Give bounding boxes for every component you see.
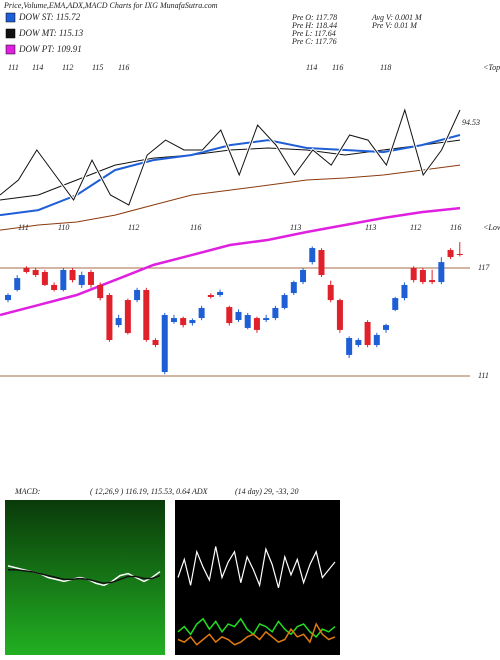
candle-body: [115, 318, 122, 326]
candle-body: [263, 318, 270, 321]
candle-body: [364, 322, 371, 346]
annotation: 112: [128, 223, 139, 232]
candle-body: [161, 314, 168, 373]
candle-body: [309, 248, 316, 263]
candle-body: [5, 295, 11, 301]
candle-body: [290, 282, 297, 294]
annotation: 112: [62, 63, 73, 72]
candle-body: [124, 300, 131, 333]
candle-body: [97, 284, 104, 299]
y-tick-label: 117: [478, 263, 490, 272]
candle-body: [226, 307, 233, 324]
candle-body: [87, 271, 94, 285]
candle-body: [14, 278, 21, 290]
candle-body: [189, 320, 196, 324]
chart-title: Price,Volume,EMA,ADX,MACD Charts for IXG…: [3, 1, 218, 10]
annotation: 118: [380, 63, 391, 72]
annotation: 110: [58, 223, 69, 232]
candle-body: [180, 318, 187, 326]
candle-body: [78, 275, 85, 285]
candle-body: [429, 280, 436, 283]
candle-body: [170, 318, 177, 323]
candle-body: [217, 291, 224, 296]
annotation: 111: [8, 63, 19, 72]
adx-panel: [175, 500, 340, 655]
overlay-line: [0, 206, 461, 317]
annotation: 116: [450, 223, 461, 232]
candle-body: [456, 253, 463, 255]
legend-swatch: [5, 28, 16, 39]
candle-body: [51, 284, 58, 290]
indicator-line: [8, 569, 161, 585]
candle-body: [143, 289, 150, 340]
indicator-line: [177, 622, 336, 646]
legend-label: DOW ST: 115.72: [18, 12, 81, 22]
candle-body: [207, 295, 214, 297]
annotation: <Tops: [483, 63, 500, 72]
annotation: 114: [306, 63, 317, 72]
candle-body: [60, 270, 67, 290]
candle-body: [106, 295, 113, 340]
annotation: 114: [32, 63, 43, 72]
annotation: <Lows: [483, 223, 500, 232]
macd-text: ( 12,26,9 ) 116.19, 115.53, 0.64 ADX: [90, 487, 209, 496]
indicator-line: [177, 546, 336, 588]
candle-body: [253, 318, 260, 330]
annotation: 113: [365, 223, 376, 232]
indicator-line: [177, 617, 336, 638]
y-tick-label: 111: [478, 371, 489, 380]
candle-body: [438, 262, 445, 283]
candle-body: [198, 307, 205, 319]
info-text: Pre L: 117.64: [291, 29, 336, 38]
candle-body: [300, 270, 307, 283]
candle-body: [23, 268, 30, 272]
info-text: Pre V: 0.01 M: [371, 21, 418, 30]
candle-body: [41, 271, 48, 285]
candle-body: [346, 338, 353, 355]
annotation: 116: [190, 223, 201, 232]
adx-text: (14 day) 29, -33, 20: [235, 487, 299, 496]
annotation: 116: [118, 63, 129, 72]
legend-label: DOW PT: 109.91: [18, 44, 82, 54]
candle-body: [244, 314, 251, 328]
candle-body: [134, 289, 141, 301]
candle-body: [336, 300, 343, 330]
candle-body: [235, 311, 242, 321]
annotation: 112: [410, 223, 421, 232]
overlay-line: [0, 164, 461, 231]
candle-body: [355, 340, 362, 346]
candle-body: [327, 284, 334, 301]
candle-body: [152, 340, 159, 346]
candle-body: [383, 325, 390, 330]
candle-body: [401, 284, 408, 299]
macd-label: MACD:: [14, 487, 41, 496]
candle-body: [272, 307, 279, 319]
info-text: Pre C: 117.76: [291, 37, 337, 46]
candle-body: [281, 295, 288, 308]
info-text: Pre H: 118.44: [291, 21, 337, 30]
candle-body: [373, 334, 380, 346]
candle-body: [419, 270, 426, 283]
annotation: 115: [92, 63, 103, 72]
annotation: 94.53: [462, 118, 480, 127]
candle-body: [32, 270, 39, 276]
legend-swatch: [5, 44, 16, 55]
candle-body: [447, 250, 454, 258]
candle-body: [318, 250, 325, 276]
overlay-line: [0, 108, 461, 206]
annotation: 116: [332, 63, 343, 72]
legend-swatch: [5, 12, 16, 23]
candle-body: [69, 270, 76, 281]
overlay-line-halo: [0, 104, 462, 208]
annotation: 113: [290, 223, 301, 232]
info-text: Avg V: 0.001 M: [371, 13, 423, 22]
candle-body: [392, 298, 399, 310]
info-text: Pre O: 117.78: [291, 13, 337, 22]
candle-body: [410, 268, 417, 281]
legend-label: DOW MT: 115.13: [18, 28, 84, 38]
